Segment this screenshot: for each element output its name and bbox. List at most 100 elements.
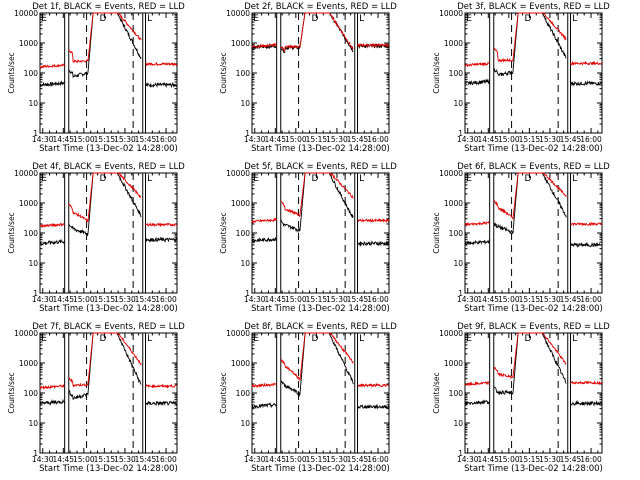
events-series-line [464,399,490,406]
x-tick-label: 16:00 [155,455,177,464]
x-tick-label: 14:45 [477,455,499,464]
x-tick-label: 15:30 [539,135,561,144]
y-tick-label: 100 [449,389,464,398]
x-tick-label: 15:00 [73,135,95,144]
x-tick-label: 14:45 [52,455,74,464]
events-series-line [251,402,277,410]
x-axis-label: Start Time (13-Dec-02 14:28:00) [464,304,603,314]
y-tick-label: 1000 [231,359,250,368]
x-tick-label: 14:30 [32,135,54,144]
x-tick-label: 15:15 [306,295,328,304]
panel-title: Det 1f, BLACK = Events, RED = LLD [32,2,185,12]
x-tick-label: 15:30 [539,455,561,464]
y-tick-label: 100 [236,229,251,238]
plot-frame [251,12,390,134]
event-marker-label: E [466,14,472,24]
panel-title: Det 7f, BLACK = Events, RED = LLD [32,322,185,332]
x-axis-label: Start Time (13-Dec-02 14:28:00) [39,144,178,154]
y-tick-label: 10000 [226,329,250,338]
x-tick-label: 14:30 [457,135,479,144]
panel-title: Det 3f, BLACK = Events, RED = LLD [457,2,610,12]
lld-series-line [68,12,142,64]
x-tick-label: 15:30 [326,135,348,144]
y-axis-label: Counts/sec [219,52,228,93]
x-tick-label: 14:30 [244,135,266,144]
x-tick-label: 15:15 [519,455,541,464]
y-axis-label: Counts/sec [432,372,441,413]
x-axis-label: Start Time (13-Dec-02 14:28:00) [464,464,603,474]
panel-det-7: Det 7f, BLACK = Events, RED = LLD 1 10 100 1… [7,322,185,474]
event-marker-label: L [572,174,577,184]
x-tick-label: 14:45 [52,295,74,304]
plot-frame [39,172,178,294]
x-tick-label: 14:30 [32,455,54,464]
x-tick-label: 14:45 [264,455,286,464]
y-tick-label: 100 [449,229,464,238]
lld-series-line [357,217,390,224]
x-tick-label: 15:00 [498,295,520,304]
lld-series-line [280,12,354,53]
event-marker-label: D [100,14,107,24]
plot-frame [251,332,390,454]
x-tick-label: 15:45 [560,135,582,144]
y-tick-label: 10 [28,99,38,108]
lld-series-line [493,12,567,63]
lld-series-line [68,172,142,224]
x-tick-label: 15:45 [347,455,369,464]
events-series-line [251,236,277,244]
events-series-line [570,399,603,407]
x-tick-label: 15:00 [498,455,520,464]
x-tick-label: 15:15 [306,135,328,144]
event-marker-label: E [41,174,47,184]
x-tick-label: 16:00 [580,135,602,144]
y-tick-label: 1 [245,449,250,458]
event-marker-label: E [466,174,472,184]
lld-series-line [570,221,602,227]
lld-series-line [465,221,490,228]
event-marker-label: D [525,334,532,344]
lld-series-line [280,172,354,218]
x-tick-label: 14:30 [457,295,479,304]
lld-series-line [493,332,567,380]
event-marker-label: E [41,334,47,344]
y-tick-label: 10 [453,99,463,108]
y-tick-label: 1 [33,289,38,298]
y-tick-label: 10 [240,99,250,108]
y-tick-label: 1000 [19,199,38,208]
x-tick-label: 16:00 [367,135,389,144]
x-tick-label: 14:30 [32,295,54,304]
y-tick-label: 100 [236,69,251,78]
y-tick-label: 1 [458,289,463,298]
lld-series-line [39,63,65,69]
event-marker-label: E [466,334,472,344]
x-tick-label: 15:45 [347,135,369,144]
events-series-line [570,241,603,248]
events-series-line [39,80,65,88]
event-marker-label: D [525,174,532,184]
y-tick-label: 10 [240,259,250,268]
y-tick-label: 100 [236,389,251,398]
lld-series-line [145,221,178,228]
events-series-line [570,80,602,87]
plot-frame [251,172,390,294]
x-tick-label: 15:45 [135,295,157,304]
lld-series-line [68,332,142,388]
panel-det-8: Det 8f, BLACK = Events, RED = LLD 1 10 100 1… [219,322,397,474]
event-marker-label: L [572,334,577,344]
x-tick-label: 15:45 [135,135,157,144]
y-tick-label: 10 [28,419,38,428]
lld-series-line [493,172,567,220]
event-marker-label: E [41,14,47,24]
y-tick-label: 1000 [444,199,463,208]
x-tick-label: 15:30 [539,295,561,304]
events-series-line [357,404,390,410]
x-tick-label: 15:30 [114,455,136,464]
x-tick-label: 16:00 [155,295,177,304]
x-tick-label: 16:00 [580,455,602,464]
y-tick-label: 1000 [231,199,250,208]
y-tick-label: 10000 [439,9,463,18]
y-tick-label: 100 [24,69,39,78]
event-marker-label: E [253,174,259,184]
y-axis-label: Counts/sec [219,372,228,413]
